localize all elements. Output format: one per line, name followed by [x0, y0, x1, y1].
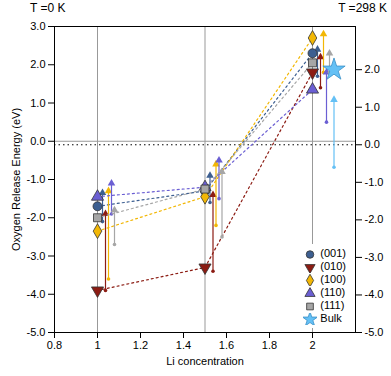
svg-text:-2.0: -2.0	[365, 213, 384, 225]
svg-text:0.8: 0.8	[47, 339, 62, 351]
svg-text:-3.0: -3.0	[27, 250, 46, 262]
html-text:T =298 K: T =298 K	[338, 1, 387, 15]
svg-text:-4.0: -4.0	[365, 288, 384, 300]
svg-text:-5.0: -5.0	[365, 326, 384, 338]
svg-text:Li concentration: Li concentration	[166, 355, 244, 367]
svg-text:-1.0: -1.0	[365, 176, 384, 188]
svg-text:0.0: 0.0	[30, 135, 45, 147]
html-text:(001): (001)	[320, 247, 346, 259]
svg-text:1.0: 1.0	[30, 97, 45, 109]
svg-text:0.0: 0.0	[365, 138, 380, 150]
svg-text:2.0: 2.0	[30, 58, 45, 70]
svg-text:1.0: 1.0	[365, 101, 380, 113]
svg-text:1.8: 1.8	[262, 339, 277, 351]
svg-text:-5.0: -5.0	[27, 326, 46, 338]
svg-text:Oxygen Release Energy (eV): Oxygen Release Energy (eV)	[10, 108, 22, 251]
svg-text:1: 1	[94, 339, 100, 351]
svg-text:1.4: 1.4	[176, 339, 191, 351]
svg-text:1.6: 1.6	[219, 339, 234, 351]
html-text:T =0 K: T =0 K	[30, 1, 66, 15]
svg-text:1.2: 1.2	[133, 339, 148, 351]
html-text:(110): (110)	[320, 286, 346, 298]
svg-text:-3.0: -3.0	[365, 251, 384, 263]
html-text:(010): (010)	[320, 260, 346, 272]
html-text:Bulk: Bulk	[320, 312, 342, 324]
svg-text:3.0: 3.0	[30, 20, 45, 32]
svg-text:2: 2	[309, 339, 315, 351]
svg-text:-2.0: -2.0	[27, 211, 46, 223]
svg-text:-4.0: -4.0	[27, 288, 46, 300]
svg-text:-1.0: -1.0	[27, 173, 46, 185]
html-text:(111): (111)	[320, 299, 345, 311]
svg-text:2.0: 2.0	[365, 63, 380, 75]
html-text:(100): (100)	[320, 273, 346, 285]
